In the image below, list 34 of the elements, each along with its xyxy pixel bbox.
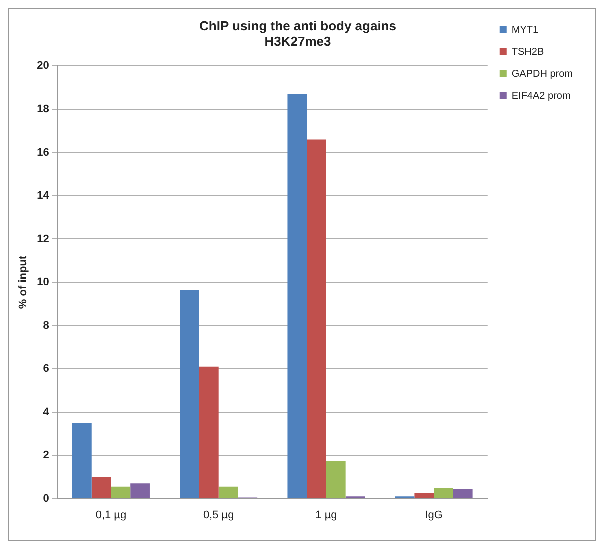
y-axis-title: % of input [18, 256, 30, 310]
bar [414, 493, 434, 498]
bar [180, 290, 200, 498]
y-tick-label: 4 [43, 406, 50, 418]
y-tick-label: 2 [43, 450, 50, 462]
legend-label: EIF4A2 prom [512, 90, 571, 102]
bar [72, 423, 92, 498]
bar [453, 489, 473, 498]
bar [326, 460, 346, 498]
legend-label: TSH2B [512, 46, 544, 58]
y-tick-label: 0 [43, 492, 50, 505]
x-tick-label: 0,1 µg [96, 509, 127, 522]
legend-label: GAPDH prom [512, 68, 573, 80]
y-tick-label: 8 [43, 320, 50, 332]
y-tick-label: 16 [37, 146, 50, 159]
y-tick-label: 18 [37, 103, 50, 116]
bar [218, 486, 238, 498]
x-tick-label: 1 µg [316, 509, 338, 522]
bar [307, 140, 326, 498]
bar [92, 477, 112, 498]
y-tick-label: 12 [37, 233, 50, 246]
bar [130, 484, 150, 498]
y-tick-label: 10 [37, 276, 50, 289]
x-tick-label: IgG [425, 509, 443, 522]
y-tick-label: 20 [37, 60, 50, 72]
bar [111, 486, 131, 498]
x-tick-label: 0,5 µg [203, 509, 234, 522]
y-tick-label: 6 [43, 363, 50, 376]
chart-title: ChIP using the anti body agains H3K27me3 [200, 18, 396, 49]
bar [288, 94, 308, 498]
bar [199, 366, 219, 498]
bar [434, 488, 454, 498]
y-tick-label: 14 [37, 190, 50, 202]
legend-label: MYT1 [512, 24, 539, 36]
